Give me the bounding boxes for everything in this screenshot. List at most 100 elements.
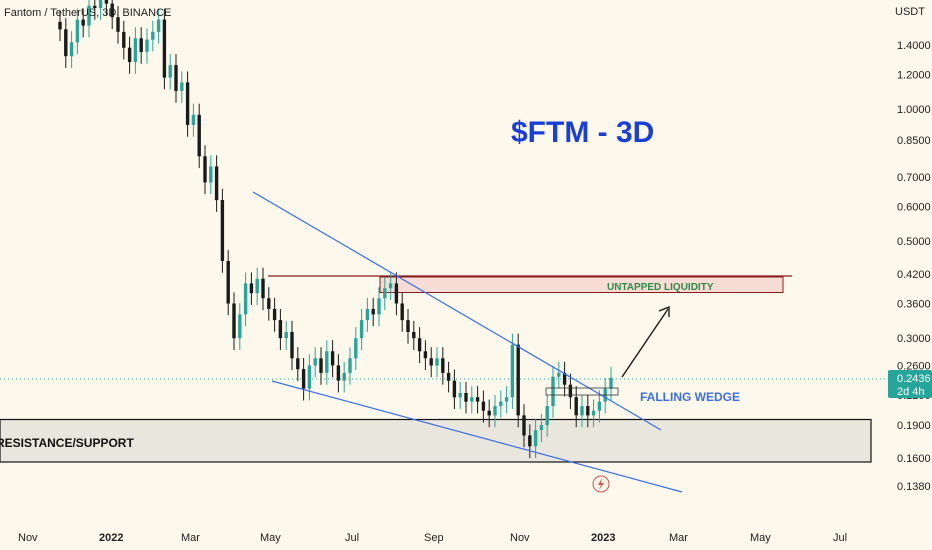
candle-up: [580, 406, 584, 416]
candle-up: [313, 358, 317, 366]
candle-down: [522, 415, 526, 436]
candle-up: [354, 338, 358, 359]
candle-up: [342, 372, 346, 381]
time-tick-label: Nov: [510, 532, 530, 544]
symbol-label: Fantom / TetherUS, 3D, BINANCE: [4, 7, 171, 19]
candle-down: [568, 384, 573, 398]
candle-down: [487, 410, 491, 416]
time-tick-label: Sep: [424, 532, 444, 544]
time-tick-label: May: [260, 532, 281, 544]
price-tick-label: 0.3000: [897, 333, 931, 345]
candle-down: [586, 406, 590, 416]
candle-up: [69, 42, 74, 57]
candle-up: [591, 410, 596, 416]
target-arrow-line: [621, 308, 669, 378]
price-tick-label: 0.5000: [897, 236, 931, 248]
candle-down: [319, 358, 323, 373]
candle-down: [371, 308, 375, 315]
candle-up: [470, 397, 474, 402]
candle-up: [557, 372, 561, 377]
candle-down: [336, 365, 341, 381]
candle-down: [464, 393, 468, 402]
candle-down: [261, 278, 265, 299]
candle-down: [394, 283, 399, 304]
resistance-support-label: RESISTANCE/SUPPORT: [0, 436, 134, 450]
candle-up: [499, 401, 503, 407]
candle-up: [168, 65, 172, 78]
candle-down: [267, 298, 271, 309]
candle-up: [493, 406, 497, 416]
candle-up: [510, 344, 515, 398]
time-axis[interactable]: Nov 2022 Mar May Jul Sep Nov 2023 Mar May Jul: [18, 532, 847, 544]
candle-down: [64, 29, 68, 57]
candle-up: [180, 82, 184, 91]
price-tick-label: 1.2000: [897, 69, 931, 81]
candle-up: [458, 393, 462, 398]
time-tick-label: Jul: [833, 532, 847, 544]
price-tick-label: 0.8500: [897, 135, 931, 147]
candle-up: [533, 430, 538, 447]
price-axis-unit: USDT: [895, 6, 925, 18]
candle-down: [278, 320, 283, 339]
candle-up: [609, 377, 613, 389]
candle-down: [481, 401, 486, 411]
candle-down: [58, 21, 62, 30]
time-tick-label: 2023: [591, 532, 615, 544]
time-tick-label: Nov: [18, 532, 38, 544]
current-price-countdown: 2d 4h: [897, 386, 925, 398]
candle-down: [104, 0, 109, 4]
candle-down: [301, 369, 306, 389]
candle-up: [388, 283, 393, 289]
candle-up: [209, 166, 213, 183]
wedge-upper-trendline: [252, 191, 662, 431]
time-tick-label: 2022: [99, 532, 123, 544]
candle-down: [475, 397, 480, 402]
candle-up: [348, 358, 352, 373]
lightning-icon[interactable]: [592, 475, 610, 493]
candle-down: [412, 332, 416, 339]
candle-down: [429, 358, 433, 366]
resistance-support-zone: [0, 418, 872, 463]
candle-up: [377, 298, 381, 315]
current-price-tag: [888, 370, 932, 398]
candle-up: [98, 0, 103, 9]
price-tick-label: 0.1380: [897, 481, 931, 493]
candle-up: [145, 39, 149, 52]
candle-down: [232, 303, 236, 339]
candle-down: [452, 380, 457, 398]
candle-up: [504, 397, 509, 402]
candle-down: [110, 3, 114, 18]
candle-down: [203, 156, 207, 183]
candle-down: [249, 283, 254, 294]
candle-down: [272, 308, 277, 321]
candle-down: [562, 372, 567, 385]
candle-down: [122, 31, 126, 48]
price-tick-label: 0.2600: [897, 360, 931, 372]
candle-up: [243, 283, 248, 315]
candle-down: [220, 200, 225, 261]
candle-down: [406, 320, 410, 332]
time-tick-label: Mar: [669, 532, 688, 544]
price-tick-label: 0.6000: [897, 201, 931, 213]
candle-down: [174, 65, 178, 91]
price-tick-label: 0.1600: [897, 453, 931, 465]
candles-group: [58, 0, 613, 459]
wedge-lower-trendline: [271, 380, 683, 493]
price-axis[interactable]: 1.4000 1.2000 1.0000 0.8500 0.7000 0.6000 0.50…: [897, 40, 931, 493]
price-tick-label: 1.0000: [897, 104, 931, 116]
candle-up: [359, 320, 364, 339]
price-tick-label: 0.1900: [897, 420, 931, 432]
candle-down: [116, 17, 120, 32]
candle-down: [400, 303, 404, 321]
candle-up: [307, 365, 312, 389]
candle-down: [516, 344, 520, 416]
breakout-box: [545, 387, 619, 396]
candle-down: [81, 19, 85, 26]
candle-down: [226, 261, 230, 304]
candle-down: [93, 5, 97, 8]
candle-down: [290, 332, 294, 359]
candle-up: [238, 314, 242, 339]
candle-up: [191, 114, 196, 125]
